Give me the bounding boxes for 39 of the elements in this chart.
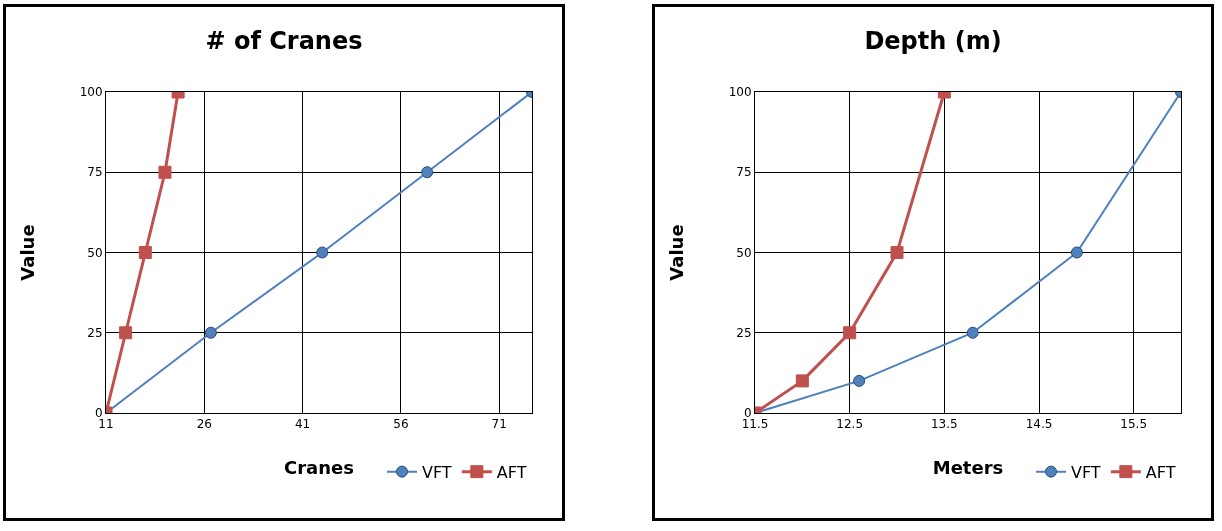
legend-label: VFT [422,462,452,482]
chart-title: Depth (m) [864,27,1002,56]
y-tick-label: 25 [87,325,103,340]
y-tick-label: 75 [736,165,752,180]
y-tick-label: 25 [736,325,752,340]
x-tick-label: 12.5 [836,417,864,432]
point [853,374,866,387]
x-tick-label: 26 [196,417,212,432]
y-tick-label: 100 [79,85,103,100]
chart-title: # of Cranes [205,27,363,56]
x-tick-label: 15.5 [1120,417,1148,432]
y-tick-label: 75 [87,165,103,180]
point [843,326,857,340]
point [119,326,133,340]
legend-label: VFT [1071,462,1101,482]
x-tick-label: 14.5 [1025,417,1053,432]
x-tick-label: 56 [393,417,409,432]
x-tick-label: 41 [294,417,311,432]
point [795,374,809,388]
x-tick-label: 11 [98,417,114,432]
point [316,246,329,259]
point [1070,246,1083,259]
legend-label: AFT [1145,462,1176,482]
y-tick-label: 100 [728,85,752,100]
y-tick-label: 50 [736,245,752,260]
point [158,165,172,179]
point [966,326,979,339]
x-axis-title: Cranes [284,456,354,478]
point [890,246,904,259]
x-tick-label: 13.5 [930,417,958,432]
x-tick-label: 71 [491,417,507,432]
point [204,326,217,339]
y-axis-title: Value [665,224,687,281]
x-tick-label: 11.5 [741,417,769,432]
y-axis-title: Value [16,224,38,281]
legend-label: AFT [496,462,527,482]
x-axis-title: Meters [932,456,1004,478]
y-tick-label: 50 [87,245,103,260]
point [138,246,152,259]
